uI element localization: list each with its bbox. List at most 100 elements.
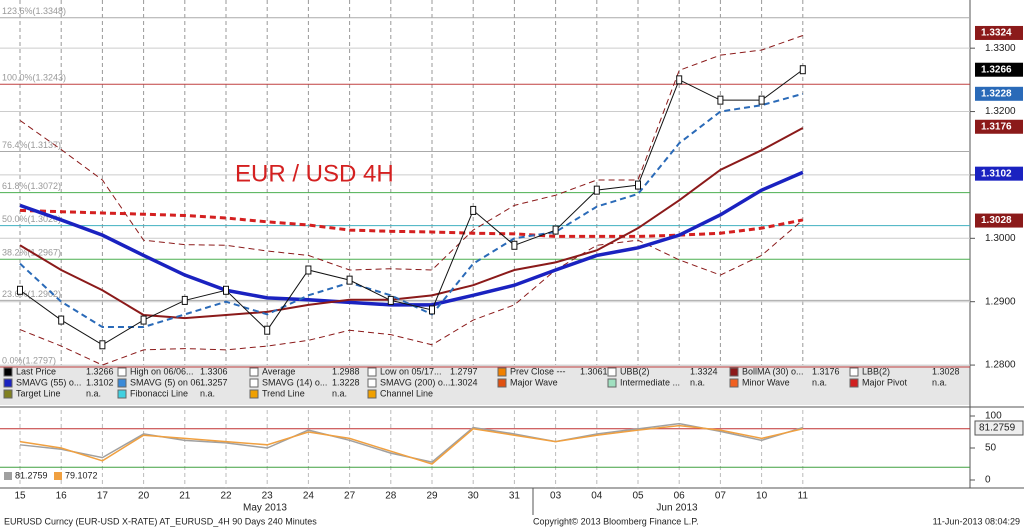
footer-center: Copyright© 2013 Bloomberg Finance L.P. (533, 516, 699, 526)
y-tick-label: 0 (985, 475, 991, 486)
fib-label: 76.4%(1.3137) (2, 140, 61, 150)
legend-label: Target Line (16, 388, 61, 398)
legend-value: 1.3176 (812, 366, 840, 376)
legend-label: LBB(2) (862, 366, 890, 376)
legend-value: n.a. (332, 388, 347, 398)
legend-swatch (367, 389, 377, 399)
price-tag (975, 166, 1023, 181)
price-line (19, 127, 804, 320)
y-tick-label: 1.3300 (985, 43, 1016, 54)
legend-label: SMAVG (200) o... (380, 377, 450, 387)
legend-label: Last Price (16, 366, 56, 376)
candle (264, 325, 271, 335)
candle (717, 95, 724, 105)
legend-label: SMAVG (14) o... (262, 377, 327, 387)
x-tick-label: 07 (715, 491, 727, 502)
legend-swatch (367, 378, 377, 388)
fib-label: 50.0%(1.3020) (2, 214, 61, 224)
y-tick-label: 1.2900 (985, 296, 1016, 307)
legend-label: SMAVG (55) o... (16, 377, 81, 387)
x-tick-label: 30 (468, 491, 480, 502)
legend-swatch (849, 367, 859, 377)
x-tick-label: 21 (179, 491, 191, 502)
candle (346, 275, 353, 285)
y-tick-label: 1.3200 (985, 106, 1016, 117)
legend-swatch (367, 367, 377, 377)
x-tick-label: 17 (97, 491, 109, 502)
x-tick-label: 16 (56, 491, 68, 502)
price-tag-label: 1.3266 (981, 64, 1012, 75)
x-tick-label: 27 (344, 491, 356, 502)
legend-swatch (849, 378, 859, 388)
candle (799, 65, 806, 75)
legend-swatch (249, 378, 259, 388)
value-tag (974, 420, 1024, 436)
x-tick-label: 23 (262, 491, 274, 502)
legend-swatch (729, 378, 739, 388)
candle (223, 285, 229, 295)
legend-label: 81.2759 (15, 470, 48, 480)
fib-label: 23.6%(1.2902) (2, 289, 61, 299)
candle (387, 295, 394, 305)
legend-swatch (117, 367, 127, 377)
legend-value: 1.3102 (86, 377, 114, 387)
chart-title: EUR / USD 4H (235, 160, 394, 187)
legend-value: n.a. (812, 377, 827, 387)
y-tick-label: 100 (985, 411, 1002, 422)
fib-label: 123.6%(1.3348) (2, 6, 66, 16)
x-tick-label: 31 (509, 491, 521, 502)
legend-value: 1.2988 (332, 366, 360, 376)
legend-value: n.a. (690, 377, 705, 387)
legend-label: Fibonacci Line (130, 388, 188, 398)
candle (181, 295, 188, 305)
price-tag (975, 62, 1023, 77)
legend-swatch (4, 472, 12, 480)
x-tick-label: 03 (550, 491, 562, 502)
y-tick-label: 1.3000 (985, 233, 1016, 244)
footer-left: EURUSD Curncy (EUR-USD X-RATE) AT_EURUSD… (4, 516, 317, 526)
x-tick-label: 15 (14, 491, 26, 502)
x-tick-label: 06 (674, 491, 686, 502)
legend-swatch (3, 389, 13, 399)
x-tick-label: 04 (591, 491, 603, 502)
legend-value: 1.3028 (932, 366, 960, 376)
month-label: Jun 2013 (656, 503, 698, 514)
candle (17, 285, 23, 295)
legend-label: Channel Line (380, 388, 433, 398)
legend-label: Intermediate ... (620, 377, 680, 387)
price-line (19, 92, 804, 329)
price-tag-label: 1.3102 (981, 168, 1012, 179)
legend-label: Minor Wave (742, 377, 790, 387)
legend-value: 1.3257 (200, 377, 228, 387)
candle (552, 225, 559, 235)
candle (99, 340, 106, 350)
legend-swatch (607, 367, 617, 377)
candle (305, 265, 312, 275)
price-tag (975, 86, 1023, 101)
candle (635, 180, 641, 190)
price-tag (975, 213, 1023, 228)
legend-swatch (497, 378, 507, 388)
candle (429, 305, 435, 315)
oscillator-line (19, 424, 803, 465)
fib-label: 0.0%(1.2797) (2, 355, 56, 365)
price-line (19, 219, 804, 366)
legend-label: High on 06/06... (130, 366, 194, 376)
legend-label: 79.1072 (65, 470, 98, 480)
legend-value: n.a. (932, 377, 947, 387)
legend-label: Low on 05/17... (380, 366, 442, 376)
legend-value: 1.3228 (332, 377, 360, 387)
legend-value: 1.3266 (86, 366, 114, 376)
candle (140, 315, 147, 325)
price-line (19, 208, 804, 238)
legend-label: Trend Line (262, 388, 305, 398)
legend-label: Prev Close --- (510, 366, 566, 376)
fib-label: 100.0%(1.3243) (2, 73, 66, 83)
footer-right: 11-Jun-2013 08:04:29 (933, 516, 1020, 526)
x-tick-label: 05 (632, 491, 644, 502)
value-tag-label: 81.2759 (979, 423, 1016, 434)
x-tick-label: 29 (426, 491, 438, 502)
legend-swatch (249, 389, 259, 399)
price-tag-label: 1.3028 (981, 215, 1012, 226)
